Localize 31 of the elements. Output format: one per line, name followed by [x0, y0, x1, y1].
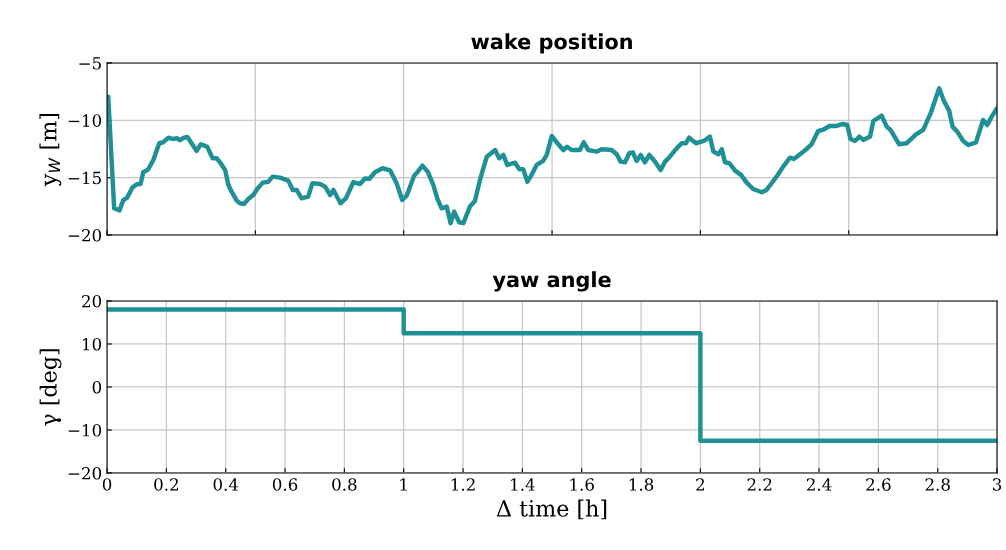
y-tick-label: 10	[83, 337, 102, 351]
chart-title: yaw angle	[492, 271, 611, 292]
y-axis-title: γ [deg]	[39, 349, 62, 426]
y-tick-label: −20	[68, 228, 102, 242]
x-axis-title: Δ time [h]	[496, 499, 607, 520]
x-tick-label: 0.4	[213, 478, 239, 491]
x-tick-label: 2.6	[866, 478, 891, 491]
y-tick-label: 20	[82, 294, 102, 308]
x-tick-label: 1.4	[511, 478, 535, 491]
y-tick-label: −5	[79, 57, 101, 70]
x-tick-label: 0.8	[332, 478, 357, 491]
x-tick-label: 0	[102, 478, 112, 491]
x-tick-label: 2.8	[925, 478, 950, 491]
y-tick-label: −10	[68, 423, 102, 437]
x-tick-label: 1.2	[451, 478, 475, 491]
line-series	[107, 86, 998, 226]
x-tick-label: 0.2	[154, 478, 178, 491]
y-tick-label: 0	[92, 380, 102, 394]
x-tick-label: 1	[400, 478, 407, 491]
y-tick-label: −20	[68, 466, 102, 480]
x-tick-label: 2	[696, 478, 705, 491]
chart-title: wake position	[471, 33, 632, 54]
x-tick-label: 3	[993, 478, 1002, 491]
x-tick-label: 1.6	[570, 478, 594, 491]
x-tick-label: 1.8	[629, 478, 654, 491]
y-tick-label: −10	[68, 114, 102, 127]
y-tick-label: −15	[68, 171, 101, 185]
y-axis-title: y$_{W}$ [m]	[39, 113, 62, 187]
x-tick-label: 2.2	[747, 478, 772, 491]
x-tick-label: 0.6	[272, 478, 298, 491]
x-tick-label: 2.4	[806, 478, 832, 491]
